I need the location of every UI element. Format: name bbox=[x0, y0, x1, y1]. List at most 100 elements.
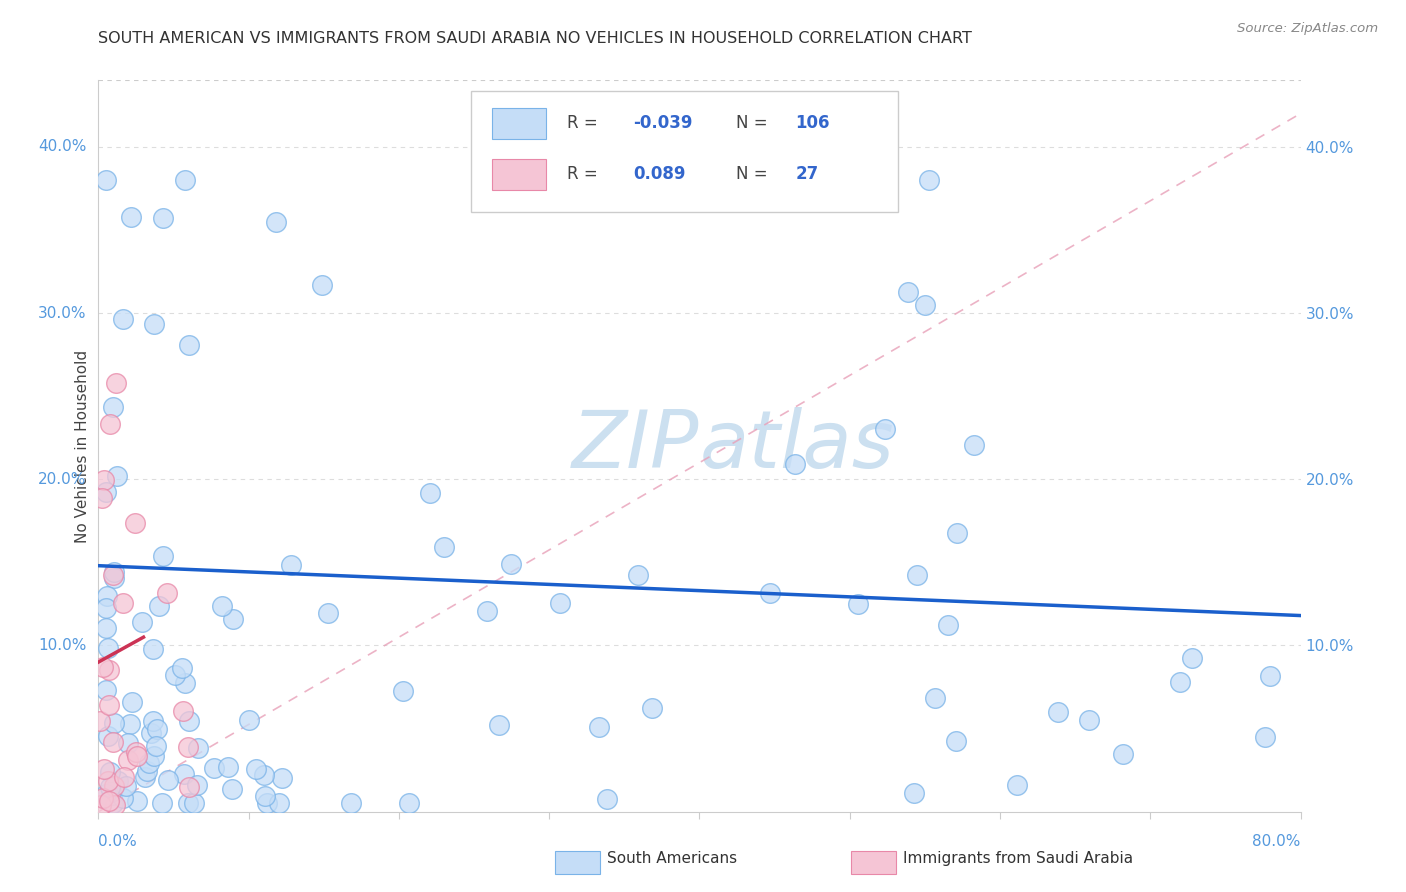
Text: R =: R = bbox=[567, 165, 609, 183]
Point bbox=[280, 558, 302, 572]
Point bbox=[142, 642, 165, 657]
Text: 20.0%: 20.0% bbox=[38, 472, 86, 487]
Point bbox=[97, 794, 120, 808]
Bar bbox=[492, 108, 546, 139]
Point bbox=[101, 401, 124, 415]
Point bbox=[419, 485, 441, 500]
Point bbox=[163, 668, 186, 682]
Point bbox=[222, 612, 245, 626]
Point bbox=[936, 618, 959, 632]
Point bbox=[124, 745, 146, 759]
Point bbox=[1170, 675, 1192, 690]
Point bbox=[183, 797, 205, 811]
Point bbox=[174, 676, 197, 690]
Point bbox=[499, 558, 522, 572]
Point bbox=[186, 778, 208, 792]
Text: -0.039: -0.039 bbox=[633, 113, 693, 132]
Point bbox=[340, 797, 363, 811]
Point bbox=[1181, 651, 1204, 665]
Point bbox=[152, 549, 174, 563]
Point bbox=[759, 586, 782, 600]
Text: 0.089: 0.089 bbox=[633, 165, 686, 183]
Point bbox=[93, 762, 115, 776]
Point bbox=[112, 770, 135, 784]
Point bbox=[138, 756, 160, 770]
Point bbox=[103, 779, 125, 793]
Point bbox=[392, 684, 415, 698]
Point bbox=[94, 600, 117, 615]
Text: 30.0%: 30.0% bbox=[38, 306, 86, 320]
Point bbox=[264, 214, 287, 228]
Point bbox=[641, 701, 664, 715]
Point bbox=[156, 773, 179, 788]
Point bbox=[148, 599, 170, 613]
Point bbox=[475, 604, 498, 618]
Point bbox=[124, 516, 146, 531]
Text: ZIP: ZIP bbox=[572, 407, 700, 485]
Point bbox=[107, 469, 129, 483]
Point bbox=[131, 615, 153, 629]
Text: SOUTH AMERICAN VS IMMIGRANTS FROM SAUDI ARABIA NO VEHICLES IN HOUSEHOLD CORRELAT: SOUTH AMERICAN VS IMMIGRANTS FROM SAUDI … bbox=[98, 31, 973, 46]
Point bbox=[118, 717, 141, 731]
Point bbox=[1005, 778, 1028, 792]
Point bbox=[101, 567, 124, 582]
Point bbox=[111, 791, 134, 805]
Bar bbox=[492, 160, 546, 190]
Point bbox=[101, 735, 124, 749]
Y-axis label: No Vehicles in Household: No Vehicles in Household bbox=[75, 350, 90, 542]
Point bbox=[398, 797, 420, 811]
Point bbox=[134, 770, 156, 784]
Text: 27: 27 bbox=[796, 165, 818, 183]
Text: 10.0%: 10.0% bbox=[38, 638, 86, 653]
Point bbox=[150, 797, 173, 811]
Point bbox=[548, 596, 571, 610]
Point bbox=[172, 661, 194, 675]
Point bbox=[94, 787, 117, 801]
Point bbox=[146, 722, 169, 736]
Point bbox=[433, 540, 456, 554]
Text: 106: 106 bbox=[796, 113, 830, 132]
Point bbox=[1078, 714, 1101, 728]
Point bbox=[103, 566, 125, 580]
Text: South Americans: South Americans bbox=[607, 851, 738, 865]
Point bbox=[96, 589, 118, 603]
Point bbox=[256, 797, 278, 811]
Point bbox=[94, 621, 117, 635]
Point bbox=[117, 736, 139, 750]
Point bbox=[945, 734, 967, 748]
Point bbox=[238, 713, 260, 727]
Text: 80.0%: 80.0% bbox=[1253, 834, 1301, 849]
Point bbox=[104, 798, 127, 813]
Point bbox=[627, 568, 650, 582]
Point bbox=[103, 570, 125, 584]
Text: N =: N = bbox=[735, 113, 768, 132]
Point bbox=[311, 277, 333, 292]
Point bbox=[245, 762, 267, 776]
Point bbox=[103, 715, 125, 730]
Point bbox=[174, 173, 197, 187]
Text: 40.0%: 40.0% bbox=[38, 139, 86, 154]
Point bbox=[946, 526, 969, 541]
Point bbox=[596, 791, 619, 805]
Point bbox=[139, 726, 162, 740]
Point bbox=[156, 586, 179, 600]
Point bbox=[202, 761, 225, 775]
Text: Source: ZipAtlas.com: Source: ZipAtlas.com bbox=[1237, 22, 1378, 36]
Point bbox=[101, 797, 124, 811]
Point bbox=[98, 780, 121, 794]
Point bbox=[97, 730, 120, 744]
Point bbox=[897, 285, 920, 300]
Point bbox=[187, 740, 209, 755]
Point bbox=[91, 491, 114, 505]
Point bbox=[111, 596, 134, 610]
Point bbox=[121, 695, 143, 709]
Point bbox=[253, 789, 276, 804]
Text: 0.0%: 0.0% bbox=[98, 834, 138, 849]
Point bbox=[963, 438, 986, 452]
Point bbox=[142, 714, 165, 728]
Point bbox=[1260, 669, 1282, 683]
Point bbox=[316, 606, 339, 620]
Point bbox=[905, 567, 928, 582]
Point bbox=[89, 714, 111, 728]
Point bbox=[105, 376, 128, 390]
